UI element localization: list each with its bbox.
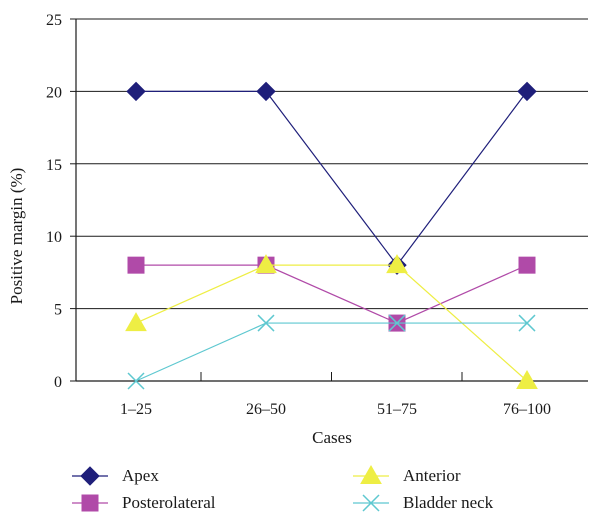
y-tick-label: 25 <box>46 12 62 29</box>
data-point <box>360 464 382 484</box>
y-tick-label: 0 <box>54 374 62 391</box>
marker-stroke <box>518 314 536 332</box>
x-tick-label: 76–100 <box>503 401 551 418</box>
data-point <box>126 81 146 102</box>
axes <box>70 18 588 382</box>
data-point <box>80 466 100 486</box>
series-anterior <box>125 254 538 389</box>
y-axis-label: Positive margin (%) <box>7 168 26 305</box>
x-tick-label: 26–50 <box>246 401 286 418</box>
data-point <box>516 369 538 389</box>
legend-label: Anterior <box>403 466 461 485</box>
data-point <box>517 81 537 102</box>
series-line <box>136 264 528 324</box>
data-point <box>127 372 145 390</box>
x-axis-label: Cases <box>312 428 352 447</box>
series <box>125 81 538 390</box>
legend-item-posterolateral: Posterolateral <box>72 493 216 512</box>
marker-stroke <box>127 372 145 390</box>
data-point <box>255 254 277 274</box>
legend-label: Posterolateral <box>122 493 216 512</box>
legend-item-anterior: Anterior <box>353 464 461 485</box>
legend-label: Apex <box>122 466 159 485</box>
marker-stroke <box>388 314 406 332</box>
data-point <box>386 254 408 274</box>
y-tick-label: 20 <box>46 84 62 101</box>
data-point <box>362 494 380 512</box>
y-tick-label: 5 <box>54 302 62 319</box>
legend-label: Bladder neck <box>403 493 494 512</box>
series-line <box>136 90 528 267</box>
legend-item-bladder-neck: Bladder neck <box>353 493 494 512</box>
legend-item-apex: Apex <box>72 466 159 486</box>
y-tick-label: 10 <box>46 229 62 246</box>
data-point <box>518 314 536 332</box>
series-bladder-neck <box>127 314 536 390</box>
x-tick-labels: 1–25 26–50 51–75 76–100 <box>120 401 551 418</box>
x-tick-label: 1–25 <box>120 401 152 418</box>
legend: Apex Posterolateral Anterior Bladder neck <box>72 464 494 512</box>
data-point <box>125 312 147 332</box>
data-point <box>256 81 276 102</box>
data-point <box>388 314 406 332</box>
x-tick-label: 51–75 <box>377 401 417 418</box>
series-apex <box>126 81 537 275</box>
marker-stroke <box>257 314 275 332</box>
data-point <box>518 256 536 274</box>
data-point <box>81 494 99 512</box>
y-tick-labels: 0 5 10 15 20 25 <box>46 12 62 391</box>
series-posterolateral <box>127 256 536 332</box>
y-tick-label: 15 <box>46 157 62 174</box>
data-point <box>127 256 145 274</box>
data-point <box>257 314 275 332</box>
marker-stroke <box>362 494 380 512</box>
series-line <box>135 322 527 382</box>
